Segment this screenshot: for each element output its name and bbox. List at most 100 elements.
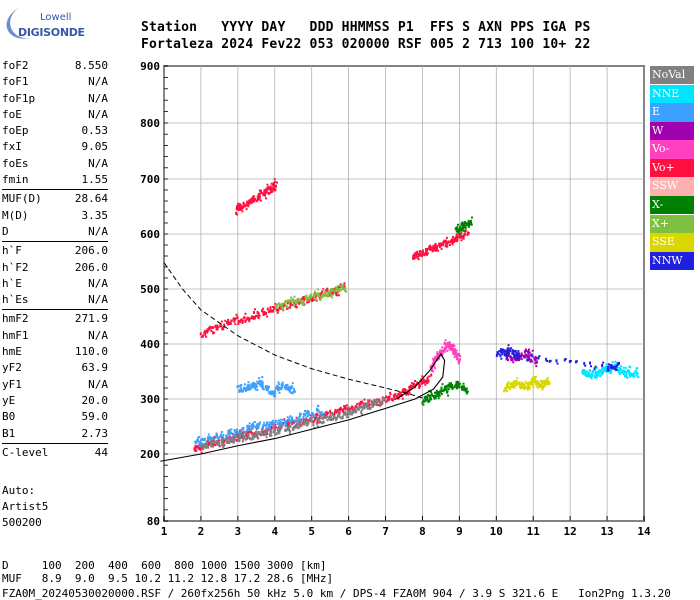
echo-point <box>317 288 320 291</box>
echo-point <box>261 432 264 435</box>
y-tick-label: 80 <box>147 515 160 528</box>
echo-point <box>292 298 295 302</box>
echo-point <box>268 309 271 313</box>
echo-point <box>531 360 534 363</box>
echo-point <box>314 415 317 418</box>
echo-point <box>221 438 224 441</box>
echo-point <box>502 351 505 354</box>
echo-point <box>247 383 250 387</box>
echo-point <box>518 352 521 355</box>
param-name: C-level <box>2 445 49 459</box>
echo-point <box>440 350 443 354</box>
echo-point <box>498 349 501 352</box>
echo-point <box>413 253 416 257</box>
param-value: N/A <box>88 156 108 170</box>
echo-point <box>273 428 276 431</box>
echo-point <box>422 403 425 406</box>
echo-point <box>624 366 627 369</box>
echo-point <box>244 431 247 434</box>
echo-point <box>291 391 294 395</box>
echo-point <box>254 197 257 200</box>
header-values: Fortaleza 2024 Fev22 053 020000 RSF 005 … <box>141 37 591 52</box>
echo-point <box>462 382 465 385</box>
echo-point <box>247 433 250 437</box>
echo-point <box>252 199 255 203</box>
echo-point <box>464 387 467 390</box>
echo-point <box>273 178 276 181</box>
echo-point <box>342 408 345 412</box>
echo-point <box>246 203 249 207</box>
echo-point <box>456 229 459 233</box>
echo-point <box>210 444 213 448</box>
echo-point <box>547 381 550 385</box>
echo-point <box>335 410 338 414</box>
param-name: B1 <box>2 426 16 440</box>
echo-point <box>239 204 242 207</box>
echo-point <box>458 352 461 356</box>
echo-point <box>393 396 396 400</box>
x-tick-label: 10 <box>490 525 503 538</box>
param-value: 206.0 <box>74 244 108 258</box>
echo-point <box>241 434 244 438</box>
echo-point <box>305 418 308 422</box>
echo-point <box>298 298 301 301</box>
echo-point <box>515 357 518 360</box>
echo-point <box>600 372 603 376</box>
echo-point <box>425 395 428 399</box>
echo-point <box>332 417 335 420</box>
echo-point <box>228 431 231 435</box>
echo-point <box>292 390 295 393</box>
echo-point <box>281 302 284 305</box>
echo-point <box>602 367 605 370</box>
echo-point <box>247 200 250 203</box>
echo-point <box>279 387 282 391</box>
echo-point <box>199 332 202 336</box>
echo-point <box>239 431 242 435</box>
echo-point <box>505 390 508 393</box>
echo-point <box>197 439 200 443</box>
echo-point <box>344 405 347 408</box>
echo-point <box>275 419 278 422</box>
echo-point <box>208 443 211 446</box>
echo-point <box>248 425 251 429</box>
echo-point <box>247 424 250 427</box>
echo-point <box>274 302 277 305</box>
echo-point <box>528 387 531 390</box>
echo-point <box>369 408 372 411</box>
echo-point <box>283 385 286 389</box>
echo-point <box>349 410 352 414</box>
echo-point <box>533 378 536 382</box>
echo-point <box>194 440 197 444</box>
echo-point <box>413 382 416 386</box>
echo-point <box>263 192 266 196</box>
echo-point <box>248 422 251 425</box>
echo-point <box>304 413 307 417</box>
echo-point <box>434 395 437 398</box>
echo-point <box>215 432 218 435</box>
echo-point <box>441 346 444 349</box>
echo-point <box>203 331 206 334</box>
echo-point <box>315 421 318 425</box>
echo-point <box>457 360 460 364</box>
echo-point <box>292 425 295 428</box>
echo-point <box>207 327 210 331</box>
echo-point <box>432 357 435 361</box>
echo-point <box>265 431 268 434</box>
echo-point <box>361 409 364 412</box>
echo-point <box>274 395 277 398</box>
echo-point <box>508 353 511 356</box>
echo-point <box>241 431 244 434</box>
echo-point <box>594 372 597 376</box>
echo-point <box>216 434 219 438</box>
echo-point <box>586 372 589 376</box>
echo-point <box>505 355 508 358</box>
echo-point <box>321 290 324 294</box>
param-name: foE <box>2 107 22 121</box>
echo-point <box>456 384 459 388</box>
echo-point <box>244 387 247 391</box>
echo-point <box>458 225 461 228</box>
echo-point <box>314 295 317 299</box>
echo-point <box>621 371 624 375</box>
echo-point <box>271 391 274 395</box>
echo-point <box>546 377 549 380</box>
